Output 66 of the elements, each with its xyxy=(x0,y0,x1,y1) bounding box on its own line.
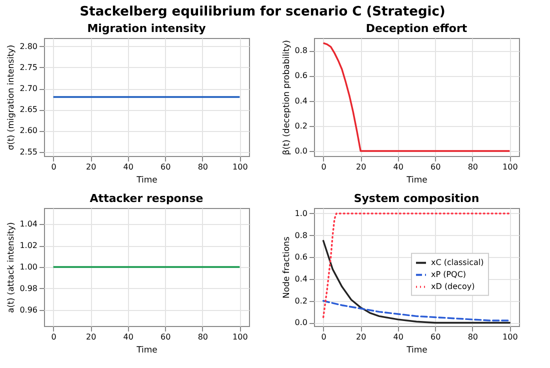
x-tick-label: 20 xyxy=(356,162,366,172)
x-tick-label: 100 xyxy=(232,332,248,342)
x-axis-title: Time xyxy=(136,346,158,356)
x-tick-label: 100 xyxy=(502,162,518,172)
legend-label: xC (classical) xyxy=(431,258,484,267)
x-tick-label: 80 xyxy=(198,332,208,342)
x-tick-label: 40 xyxy=(123,162,134,172)
y-tick-label: 0.4 xyxy=(294,274,308,284)
x-tick-label: 20 xyxy=(356,332,366,342)
line-series xyxy=(322,212,511,318)
y-tick-label: 1.02 xyxy=(20,241,38,250)
y-tick-label: 0.96 xyxy=(20,305,38,314)
y-tick-label: 0.0 xyxy=(294,318,308,328)
x-tick-label: 40 xyxy=(393,332,404,342)
x-tick-label: 20 xyxy=(86,162,96,172)
y-tick-label: 2.65 xyxy=(20,105,38,114)
y-tick-label: 0.4 xyxy=(294,96,308,106)
y-tick-label: 2.55 xyxy=(20,147,38,156)
x-tick-label: 80 xyxy=(198,162,208,172)
y-tick-label: 0.2 xyxy=(294,121,308,130)
y-tick-label: 2.80 xyxy=(20,42,38,51)
x-tick-label: 100 xyxy=(502,332,518,342)
x-tick-label: 0 xyxy=(51,162,56,172)
line-series xyxy=(322,240,511,324)
y-tick-label: 0.6 xyxy=(294,71,308,80)
x-tick-label: 100 xyxy=(232,162,248,172)
y-axis-title: a(t) (attack intensity) xyxy=(6,222,17,313)
x-tick-label: 80 xyxy=(468,162,478,172)
chart-title: Deception effort xyxy=(366,22,468,35)
y-tick-label: 0.8 xyxy=(294,230,308,240)
line-series xyxy=(322,300,511,322)
legend-label: xP (PQC) xyxy=(431,270,466,279)
y-tick-label: 0.98 xyxy=(20,284,38,293)
y-tick-label: 0.6 xyxy=(294,252,308,262)
y-axis-title: σ(t) (migration intensity) xyxy=(6,44,17,150)
x-axis-title: Time xyxy=(406,176,428,186)
x-tick-label: 40 xyxy=(123,332,134,342)
x-tick-label: 60 xyxy=(160,162,171,172)
y-tick-label: 0.8 xyxy=(294,46,308,56)
chart-title: Migration intensity xyxy=(87,22,206,35)
y-axis-title: Node fractions xyxy=(282,236,292,298)
y-tick-label: 1.00 xyxy=(20,262,38,272)
line-series xyxy=(322,42,511,152)
x-tick-label: 80 xyxy=(468,332,478,342)
x-tick-label: 60 xyxy=(160,332,171,342)
chart-title: System composition xyxy=(354,192,480,205)
y-tick-label: 1.04 xyxy=(20,220,38,229)
x-axis-title: Time xyxy=(406,346,428,356)
x-tick-label: 0 xyxy=(51,332,56,342)
y-axis-title: β(t) (deception probability) xyxy=(282,40,292,155)
y-tick-label: 1.0 xyxy=(294,208,308,218)
y-tick-label: 0.0 xyxy=(294,146,308,156)
x-tick-label: 40 xyxy=(393,162,404,172)
x-tick-label: 0 xyxy=(321,332,326,342)
y-tick-label: 2.75 xyxy=(20,63,38,72)
x-tick-label: 60 xyxy=(430,162,441,172)
y-tick-label: 2.70 xyxy=(20,84,38,94)
chart-title: Attacker response xyxy=(90,192,204,205)
x-tick-label: 20 xyxy=(86,332,96,342)
y-tick-label: 0.2 xyxy=(294,296,308,306)
x-tick-label: 60 xyxy=(430,332,441,342)
text: Stackelberg equilibrium for scenario C (Strategic) xyxy=(80,4,446,20)
x-axis-title: Time xyxy=(136,176,158,186)
y-tick-label: 2.60 xyxy=(20,126,38,136)
legend-label: xD (decoy) xyxy=(431,282,475,291)
x-tick-label: 0 xyxy=(321,162,326,172)
